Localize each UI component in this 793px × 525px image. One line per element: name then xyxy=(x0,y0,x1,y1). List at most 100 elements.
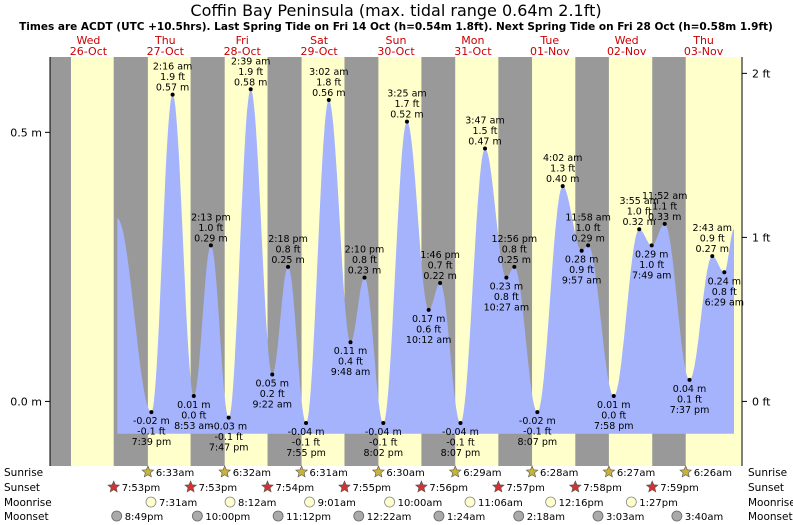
moonrise-time: 10:00am xyxy=(398,498,443,509)
moonrise-time: 11:06am xyxy=(478,498,523,509)
tide-label: 7:39 pm xyxy=(132,437,172,448)
tide-label: 7:58 pm xyxy=(594,421,634,432)
tide-point xyxy=(426,307,431,312)
tide-point xyxy=(535,410,540,415)
sunrise-icon xyxy=(525,465,539,478)
sunset-time: 7:54pm xyxy=(276,483,315,494)
day-date: 28-Oct xyxy=(224,45,262,58)
moonset-icon xyxy=(592,510,604,522)
tide-label: 11:58 am xyxy=(565,212,610,223)
tide-label: -0.02 m xyxy=(133,416,170,427)
tide-label: 1.5 ft xyxy=(472,126,497,137)
tide-label: 0.47 m xyxy=(468,136,501,147)
sunset-icon xyxy=(645,480,659,493)
chart-title: Coffin Bay Peninsula (max. tidal range 0… xyxy=(190,1,601,20)
moonset-time: 1:24am xyxy=(447,512,485,523)
tide-label: 0.27 m xyxy=(696,244,729,255)
tide-label: 0.23 m xyxy=(490,282,523,293)
tide-label: 3:47 am xyxy=(465,115,504,126)
tide-label: -0.1 ft xyxy=(137,427,166,438)
day-name: Sat xyxy=(310,34,329,47)
tide-label: 0.8 ft xyxy=(502,244,527,255)
day-name: Thu xyxy=(154,34,176,47)
tide-label: 0.8 ft xyxy=(494,292,519,303)
tide-label: 0.9 ft xyxy=(700,234,725,245)
tide-label: 3:25 am xyxy=(387,89,426,100)
tide-label: 0.8 ft xyxy=(276,244,301,255)
tide-label: 8:07 pm xyxy=(441,448,481,459)
sunrise-icon xyxy=(602,465,616,478)
day-name: Tue xyxy=(539,34,559,47)
sunrise-icon xyxy=(295,465,309,478)
row-label-left: Moonrise xyxy=(4,497,52,509)
sunset-time: 7:55pm xyxy=(352,483,391,494)
tide-label: 7:55 pm xyxy=(286,448,326,459)
tide-label: 0.24 m xyxy=(708,276,741,287)
tide-label: 0.8 ft xyxy=(712,287,737,298)
tide-label: 7:47 pm xyxy=(209,443,249,454)
tide-point xyxy=(482,146,487,151)
tide-label: 0.4 ft xyxy=(338,357,363,368)
day-date: 29-Oct xyxy=(300,45,338,58)
tide-label: 4:02 am xyxy=(543,153,582,164)
moonrise-time: 9:01am xyxy=(318,498,356,509)
tide-point xyxy=(149,410,154,415)
tide-label: 9:48 am xyxy=(331,367,370,378)
sunset-icon xyxy=(261,480,274,493)
moonrise-time: 1:27pm xyxy=(639,498,678,509)
tide-label: -0.1 ft xyxy=(292,437,321,448)
sunrise-icon xyxy=(218,465,232,478)
moonset-icon xyxy=(111,510,123,522)
tide-label: 8:53 am xyxy=(174,421,213,432)
tide-labels: -0.02 m-0.1 ft7:39 pm2:16 am1.9 ft0.57 m… xyxy=(132,56,744,459)
tide-point xyxy=(226,415,231,420)
tide-point xyxy=(611,394,616,399)
tide-point xyxy=(504,275,509,280)
sun-moon-rows: Sunrise Sunrise 6:33am 6:32am 6:31am 6:30am 6:… xyxy=(4,465,793,523)
tide-point xyxy=(191,394,196,399)
day-headers: Wed26-OctThu27-OctFri28-OctSat29-OctSun3… xyxy=(70,34,724,58)
tide-label: 1.3 ft xyxy=(550,164,575,175)
moonrise-icon xyxy=(625,496,637,508)
tide-point xyxy=(438,281,443,286)
tide-point xyxy=(512,264,517,269)
sunrise-time: 6:27am xyxy=(617,468,655,479)
tide-point xyxy=(248,87,253,92)
tide-label: 0.56 m xyxy=(312,88,345,99)
moonrise-time: 12:16pm xyxy=(559,498,604,509)
sunrise-icon xyxy=(141,465,155,478)
tide-point xyxy=(286,264,291,269)
tide-label: 1.8 ft xyxy=(316,78,341,89)
tide-label: 0.01 m xyxy=(597,400,630,411)
night-band xyxy=(50,57,71,466)
tide-label: 0.33 m xyxy=(648,212,681,223)
tide-label: 0.7 ft xyxy=(428,261,453,272)
moonset-icon xyxy=(433,510,445,522)
sunrise-time: 6:30am xyxy=(386,468,424,479)
moonset-icon xyxy=(191,510,203,522)
moonrise-time: 8:12am xyxy=(238,498,276,509)
moonrise-icon xyxy=(384,496,395,508)
row-label-left: Moonset xyxy=(4,511,49,523)
tide-area xyxy=(117,89,735,434)
row-label-left: Sunrise xyxy=(4,467,43,479)
tide-label: 0.0 ft xyxy=(601,411,626,422)
sunset-icon xyxy=(338,480,351,493)
tide-label: 0.2 ft xyxy=(260,389,285,400)
sunrise-icon xyxy=(448,465,462,478)
left-tick-label: 0.5 m xyxy=(10,126,42,139)
sunset-time: 7:53pm xyxy=(199,483,238,494)
tide-point xyxy=(326,98,331,103)
axes: 0.0 m 0.5 m 0 ft 1 ft 2 ft xyxy=(10,57,771,466)
chart-subtitle: Times are ACDT (UTC +10.5hrs). Last Spri… xyxy=(19,21,773,33)
tide-label: -0.1 ft xyxy=(523,427,552,438)
sunrise-time: 6:26am xyxy=(694,468,732,479)
tide-point xyxy=(404,119,409,124)
tide-label: 0.0 ft xyxy=(181,411,206,422)
moonset-icon xyxy=(671,510,683,522)
tide-point xyxy=(722,270,727,275)
tide-label: 0.58 m xyxy=(234,77,267,88)
tide-point xyxy=(687,377,692,382)
moonset-time: 10:00pm xyxy=(205,512,250,523)
day-date: 31-Oct xyxy=(454,45,492,58)
